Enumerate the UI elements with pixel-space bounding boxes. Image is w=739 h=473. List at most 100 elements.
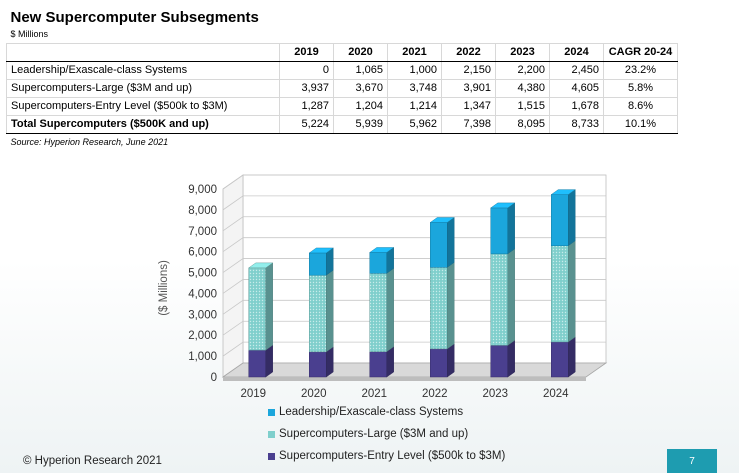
bar-segment-side (507, 339, 515, 378)
table-cell: 3,748 (387, 79, 442, 98)
footer-copyright: © Hyperion Research 2021 (23, 455, 162, 467)
header-cell: 2023 (495, 43, 550, 62)
chart-legend: Leadership/Exascale-class Systems Superc… (268, 401, 505, 467)
page-number-box: 7 (667, 449, 717, 473)
bar-top (429, 217, 455, 223)
bar-segment (248, 349, 266, 378)
legend-label: Supercomputers-Entry Level ($500k to $3M… (279, 450, 506, 462)
total-cell: 5,939 (333, 115, 388, 134)
bar-segment-side (507, 248, 515, 346)
y-tick-label: 7,000 (188, 226, 217, 238)
y-tick-label: 9,000 (188, 184, 217, 196)
total-cell: 8,095 (495, 115, 550, 134)
table-source-row: Source: Hyperion Research, June 2021 (7, 134, 678, 152)
chart-floor (221, 362, 608, 378)
x-tick-label: 2022 (422, 388, 448, 400)
header-cell: 2024 (549, 43, 604, 62)
table-cell: 1,000 (387, 61, 442, 80)
bar-segment (490, 345, 508, 378)
bar-segment-side (386, 267, 394, 353)
page-number: 7 (689, 455, 695, 467)
bar-top (308, 247, 334, 254)
bar-top (369, 247, 395, 253)
gridline (222, 258, 606, 273)
table-cell: 1,065 (333, 61, 388, 80)
bar-segment (551, 194, 569, 247)
bar-segment-side (326, 346, 334, 378)
bar-top (550, 189, 576, 195)
bar-segment (551, 245, 569, 343)
table-row: Supercomputers-Large ($3M and up) 3,937 … (6, 79, 678, 98)
legend-label: Leadership/Exascale-class Systems (279, 406, 464, 418)
bar-segment (490, 253, 508, 346)
gridline (222, 320, 606, 336)
table-title: New Supercomputer Subsegments (10, 8, 259, 26)
header-blank (6, 43, 280, 62)
gridline (222, 237, 606, 252)
cagr-cell: 23.2% (603, 61, 678, 80)
table-cell: 4,380 (495, 79, 550, 98)
header-cell: 2022 (441, 43, 496, 62)
bar-segment (430, 348, 448, 378)
table-cell: 2,200 (495, 61, 550, 80)
bar-segment-side (447, 343, 455, 378)
bar-segment (369, 252, 387, 274)
bar-segment-side (386, 346, 394, 378)
x-tick-label: 2023 (482, 388, 508, 400)
total-cell: 7,398 (441, 115, 496, 134)
row-label: Supercomputers-Entry Level ($500k to $3M… (6, 97, 280, 116)
cagr-cell: 5.8% (603, 79, 678, 98)
table-total-row: Total Supercomputers ($500K and up) 5,22… (6, 115, 678, 134)
table-cell: 3,670 (333, 79, 388, 98)
gridline (222, 299, 606, 315)
x-tick-label: 2019 (240, 388, 266, 400)
gridline (222, 279, 606, 294)
bar-segment-side (568, 336, 576, 378)
table-header-row: 2019 2020 2021 2022 2023 2024 CAGR 20-24 (6, 43, 678, 62)
y-tick-label: 1,000 (188, 351, 217, 363)
bar-segment (248, 267, 266, 351)
bar-segment-side (447, 217, 455, 268)
cagr-cell: 8.6% (603, 97, 678, 116)
table-row: Leadership/Exascale-class Systems 0 1,06… (6, 61, 678, 80)
total-cell: 5,962 (387, 115, 442, 134)
table-cell: 2,450 (549, 61, 604, 80)
header-cell: 2020 (333, 43, 388, 62)
y-tick-label: 3,000 (188, 309, 217, 321)
y-tick-label: 4,000 (188, 288, 217, 300)
y-tick-label: 0 (211, 372, 217, 384)
x-tick-label: 2021 (361, 388, 387, 400)
bar-top (248, 262, 274, 269)
table-cell: 3,937 (279, 79, 334, 98)
total-label: Total Supercomputers ($500K and up) (6, 115, 280, 134)
table-units: $ Millions (10, 29, 49, 39)
legend-label: Supercomputers-Large ($3M and up) (279, 428, 469, 440)
bar-segment (369, 351, 387, 378)
table-cell: 1,204 (333, 97, 388, 116)
bar-segment-side (568, 189, 576, 247)
table-source: Source: Hyperion Research, June 2021 (10, 137, 169, 147)
legend-swatch-leadership (268, 408, 275, 416)
bar-segment (430, 267, 448, 350)
table-cell: 0 (279, 61, 334, 80)
header-cell: 2021 (387, 43, 442, 62)
bar-segment (369, 273, 387, 352)
table-cell: 2,150 (441, 61, 496, 80)
legend-item-large: Supercomputers-Large ($3M and up) (268, 423, 505, 445)
table-cell: 1,287 (279, 97, 334, 116)
bar-segment (430, 222, 448, 268)
bar-segment (309, 252, 327, 276)
bar-segment-side (507, 202, 515, 255)
bar-segment (309, 351, 327, 378)
gridline (222, 195, 606, 211)
table-cell: 1,347 (441, 97, 496, 116)
bar-segment-side (568, 240, 576, 343)
bar-segment-side (265, 262, 273, 351)
bar-segment-side (265, 344, 273, 378)
bar-segment-side (447, 261, 455, 350)
legend-item-entry: Supercomputers-Entry Level ($500k to $3M… (268, 445, 505, 467)
gridline (222, 174, 606, 190)
bar-segment (551, 341, 569, 378)
legend-swatch-large (268, 430, 275, 438)
bar-segment-side (326, 269, 334, 353)
